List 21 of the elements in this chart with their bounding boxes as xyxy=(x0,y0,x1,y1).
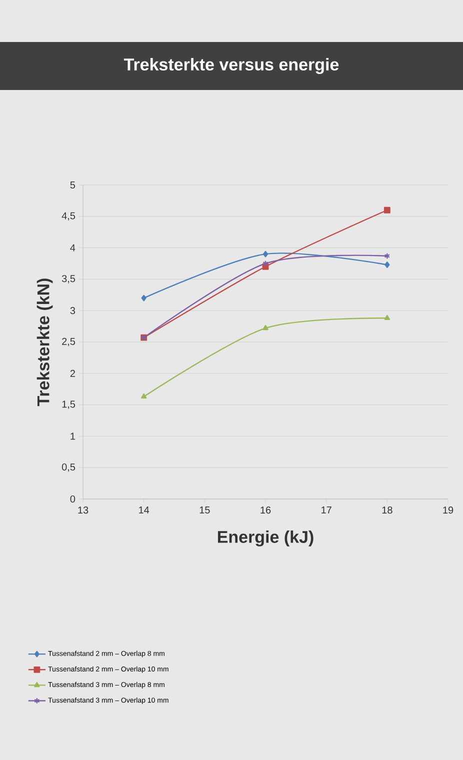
x-tick-label: 17 xyxy=(322,506,332,514)
x-tick-label: 18 xyxy=(382,506,392,514)
y-tick-label: 4 xyxy=(70,244,76,252)
y-tick-label: 2 xyxy=(70,370,75,377)
y-tick-label: 4,5 xyxy=(62,212,76,220)
y-tick-label: 0,5 xyxy=(62,463,76,472)
y-tick-label: 3,5 xyxy=(62,275,76,284)
y-tick-label: 1 xyxy=(70,432,75,440)
x-tick-label: 19 xyxy=(443,506,454,514)
y-axis-title: Treksterkte (kN) xyxy=(36,278,53,406)
x-tick-label: 15 xyxy=(200,506,210,514)
chart-title: Treksterkte versus energie xyxy=(124,58,339,74)
y-tick-label: 0 xyxy=(70,495,76,503)
x-tick-label: 16 xyxy=(260,506,271,514)
x-axis-title: Energie (kJ) xyxy=(218,530,314,546)
y-tick-label: 1,5 xyxy=(62,400,76,409)
x-tick-label: 14 xyxy=(139,506,150,514)
x-tick-label: 13 xyxy=(78,506,88,514)
y-tick-label: 5 xyxy=(70,182,76,188)
y-tick-label: 2,5 xyxy=(62,338,76,346)
y-tick-label: 3 xyxy=(70,307,76,314)
